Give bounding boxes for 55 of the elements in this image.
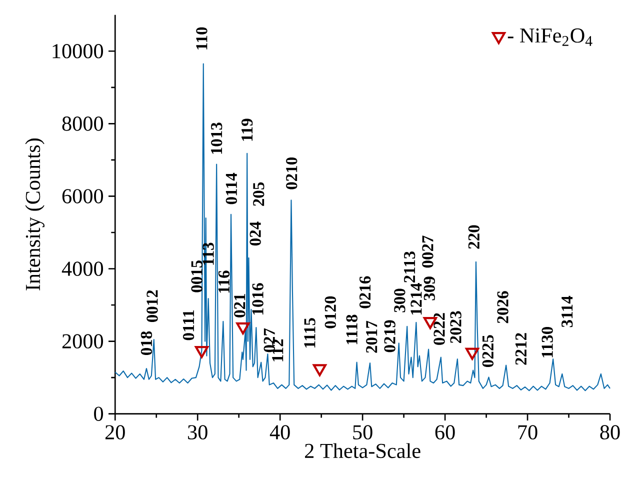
- annotation: 113: [202, 242, 214, 265]
- x-tick-label: 70: [518, 424, 538, 440]
- annotation: 0012: [146, 290, 158, 322]
- annotation: 0210: [286, 157, 298, 190]
- x-tick-label: 40: [270, 424, 290, 440]
- annotation: 0216: [359, 276, 371, 308]
- y-axis-title: Intensity (Counts): [25, 138, 44, 290]
- annotation: 1130: [542, 326, 553, 358]
- legend-label: - NiFe$_{2}$O$_{4}$: [508, 28, 592, 46]
- annotation: 309: [424, 276, 435, 300]
- x-tick-label: 50: [353, 424, 372, 440]
- annotation: 2023: [450, 311, 462, 343]
- x-tick-label: 20: [105, 424, 125, 440]
- annotation: 021: [234, 294, 246, 318]
- annotation: 1115: [304, 318, 316, 348]
- annotation: 2026: [497, 290, 508, 323]
- x-tick-label: 80: [600, 424, 620, 440]
- annotation: 1214: [410, 282, 422, 314]
- annotation: 0222: [434, 312, 445, 345]
- y-tick-label: 0: [94, 406, 104, 421]
- y-tick-label: 10000: [52, 44, 104, 58]
- y-tick-label: 8000: [62, 116, 104, 131]
- line-series: [114, 63, 611, 391]
- annotation: 220: [468, 225, 480, 249]
- annotation: 2017: [366, 320, 378, 353]
- annotation: 2113: [404, 251, 416, 282]
- annotation: 0219: [384, 320, 396, 352]
- point: [236, 322, 250, 334]
- annotation: 1016: [252, 283, 264, 314]
- annotation: 0225: [482, 334, 494, 367]
- annotation: 119: [242, 118, 253, 141]
- annotation: 3114: [562, 296, 573, 327]
- annotation: 300: [394, 288, 406, 312]
- annotation: 0114: [226, 172, 238, 204]
- annotation: 205: [253, 182, 264, 206]
- annotation: 1013: [210, 122, 222, 154]
- annotation: 2212: [515, 332, 526, 365]
- annotation: 024: [250, 221, 261, 246]
- point: [312, 364, 326, 376]
- point: [465, 348, 480, 360]
- annotation: 0111: [182, 310, 194, 340]
- y-tick-label: 2000: [62, 334, 104, 348]
- annotation: 0027: [422, 235, 434, 268]
- y-tick-label: 4000: [62, 261, 104, 276]
- x-tick-label: 60: [435, 424, 455, 440]
- annotation: 1118: [346, 314, 358, 344]
- x-tick-label: 30: [188, 424, 208, 440]
- point: [194, 346, 209, 358]
- annotation: 0015: [191, 260, 202, 292]
- annotation: 110: [196, 27, 208, 50]
- annotation: 018: [140, 331, 152, 355]
- annotation: 0120: [324, 296, 336, 328]
- y-tick-label: 6000: [62, 188, 104, 204]
- annotation: 116: [218, 270, 230, 293]
- x-axis-title: 2 Theta-Scale: [305, 443, 420, 458]
